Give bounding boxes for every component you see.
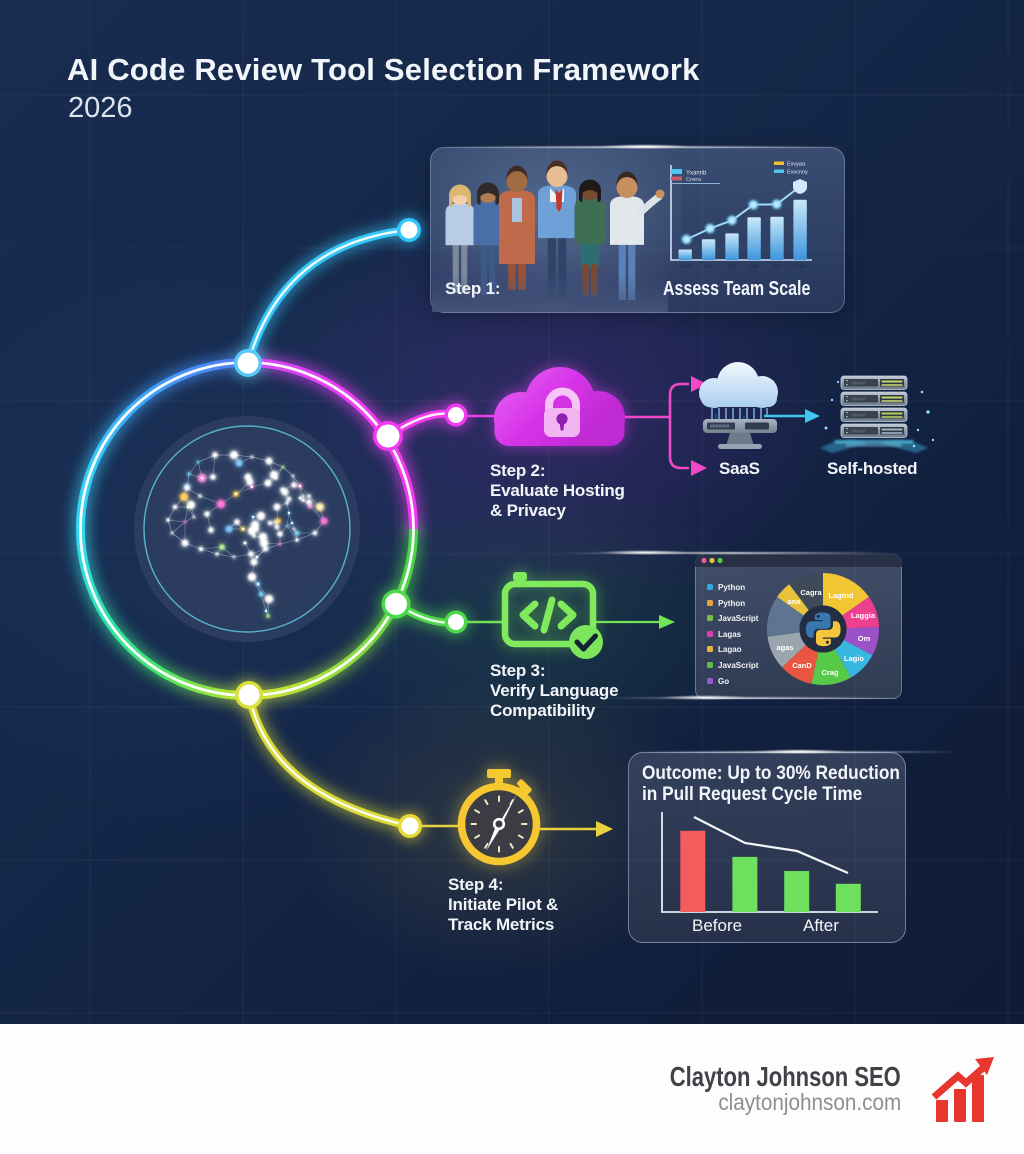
svg-text:#####: ##### xyxy=(851,429,865,435)
svg-text:Iub: Iub xyxy=(750,264,759,270)
svg-text:Cnera: Cnera xyxy=(686,177,702,183)
svg-text:Ivo: Ivo xyxy=(705,264,714,270)
svg-text:Exvcnoy: Exvcnoy xyxy=(787,170,808,176)
svg-text:Crag: Crag xyxy=(821,668,839,677)
svg-text:Curo: Curo xyxy=(794,264,808,270)
svg-text:Dun: Dun xyxy=(680,264,691,270)
svg-text:Cagra: Cagra xyxy=(800,588,822,597)
svg-text:Lagio: Lagio xyxy=(844,654,864,663)
svg-text:ana: ana xyxy=(788,597,802,606)
svg-text:#######: ####### xyxy=(710,424,730,430)
svg-text:CanD: CanD xyxy=(792,661,812,670)
svg-text:Yxannb: Yxannb xyxy=(686,171,707,177)
svg-text:Om: Om xyxy=(858,634,871,643)
svg-text:#####: ##### xyxy=(851,397,865,403)
svg-text:Lagtnd: Lagtnd xyxy=(829,591,854,600)
svg-text:#####: ##### xyxy=(851,381,865,387)
svg-text:agas: agas xyxy=(776,643,793,652)
svg-text:#####: ##### xyxy=(851,413,865,419)
svg-text:Exvyaa: Exvyaa xyxy=(787,162,806,168)
svg-text:Laggia: Laggia xyxy=(851,611,876,620)
svg-text:Ivo: Ivo xyxy=(773,264,782,270)
svg-text:Ixg: Ixg xyxy=(728,264,736,270)
